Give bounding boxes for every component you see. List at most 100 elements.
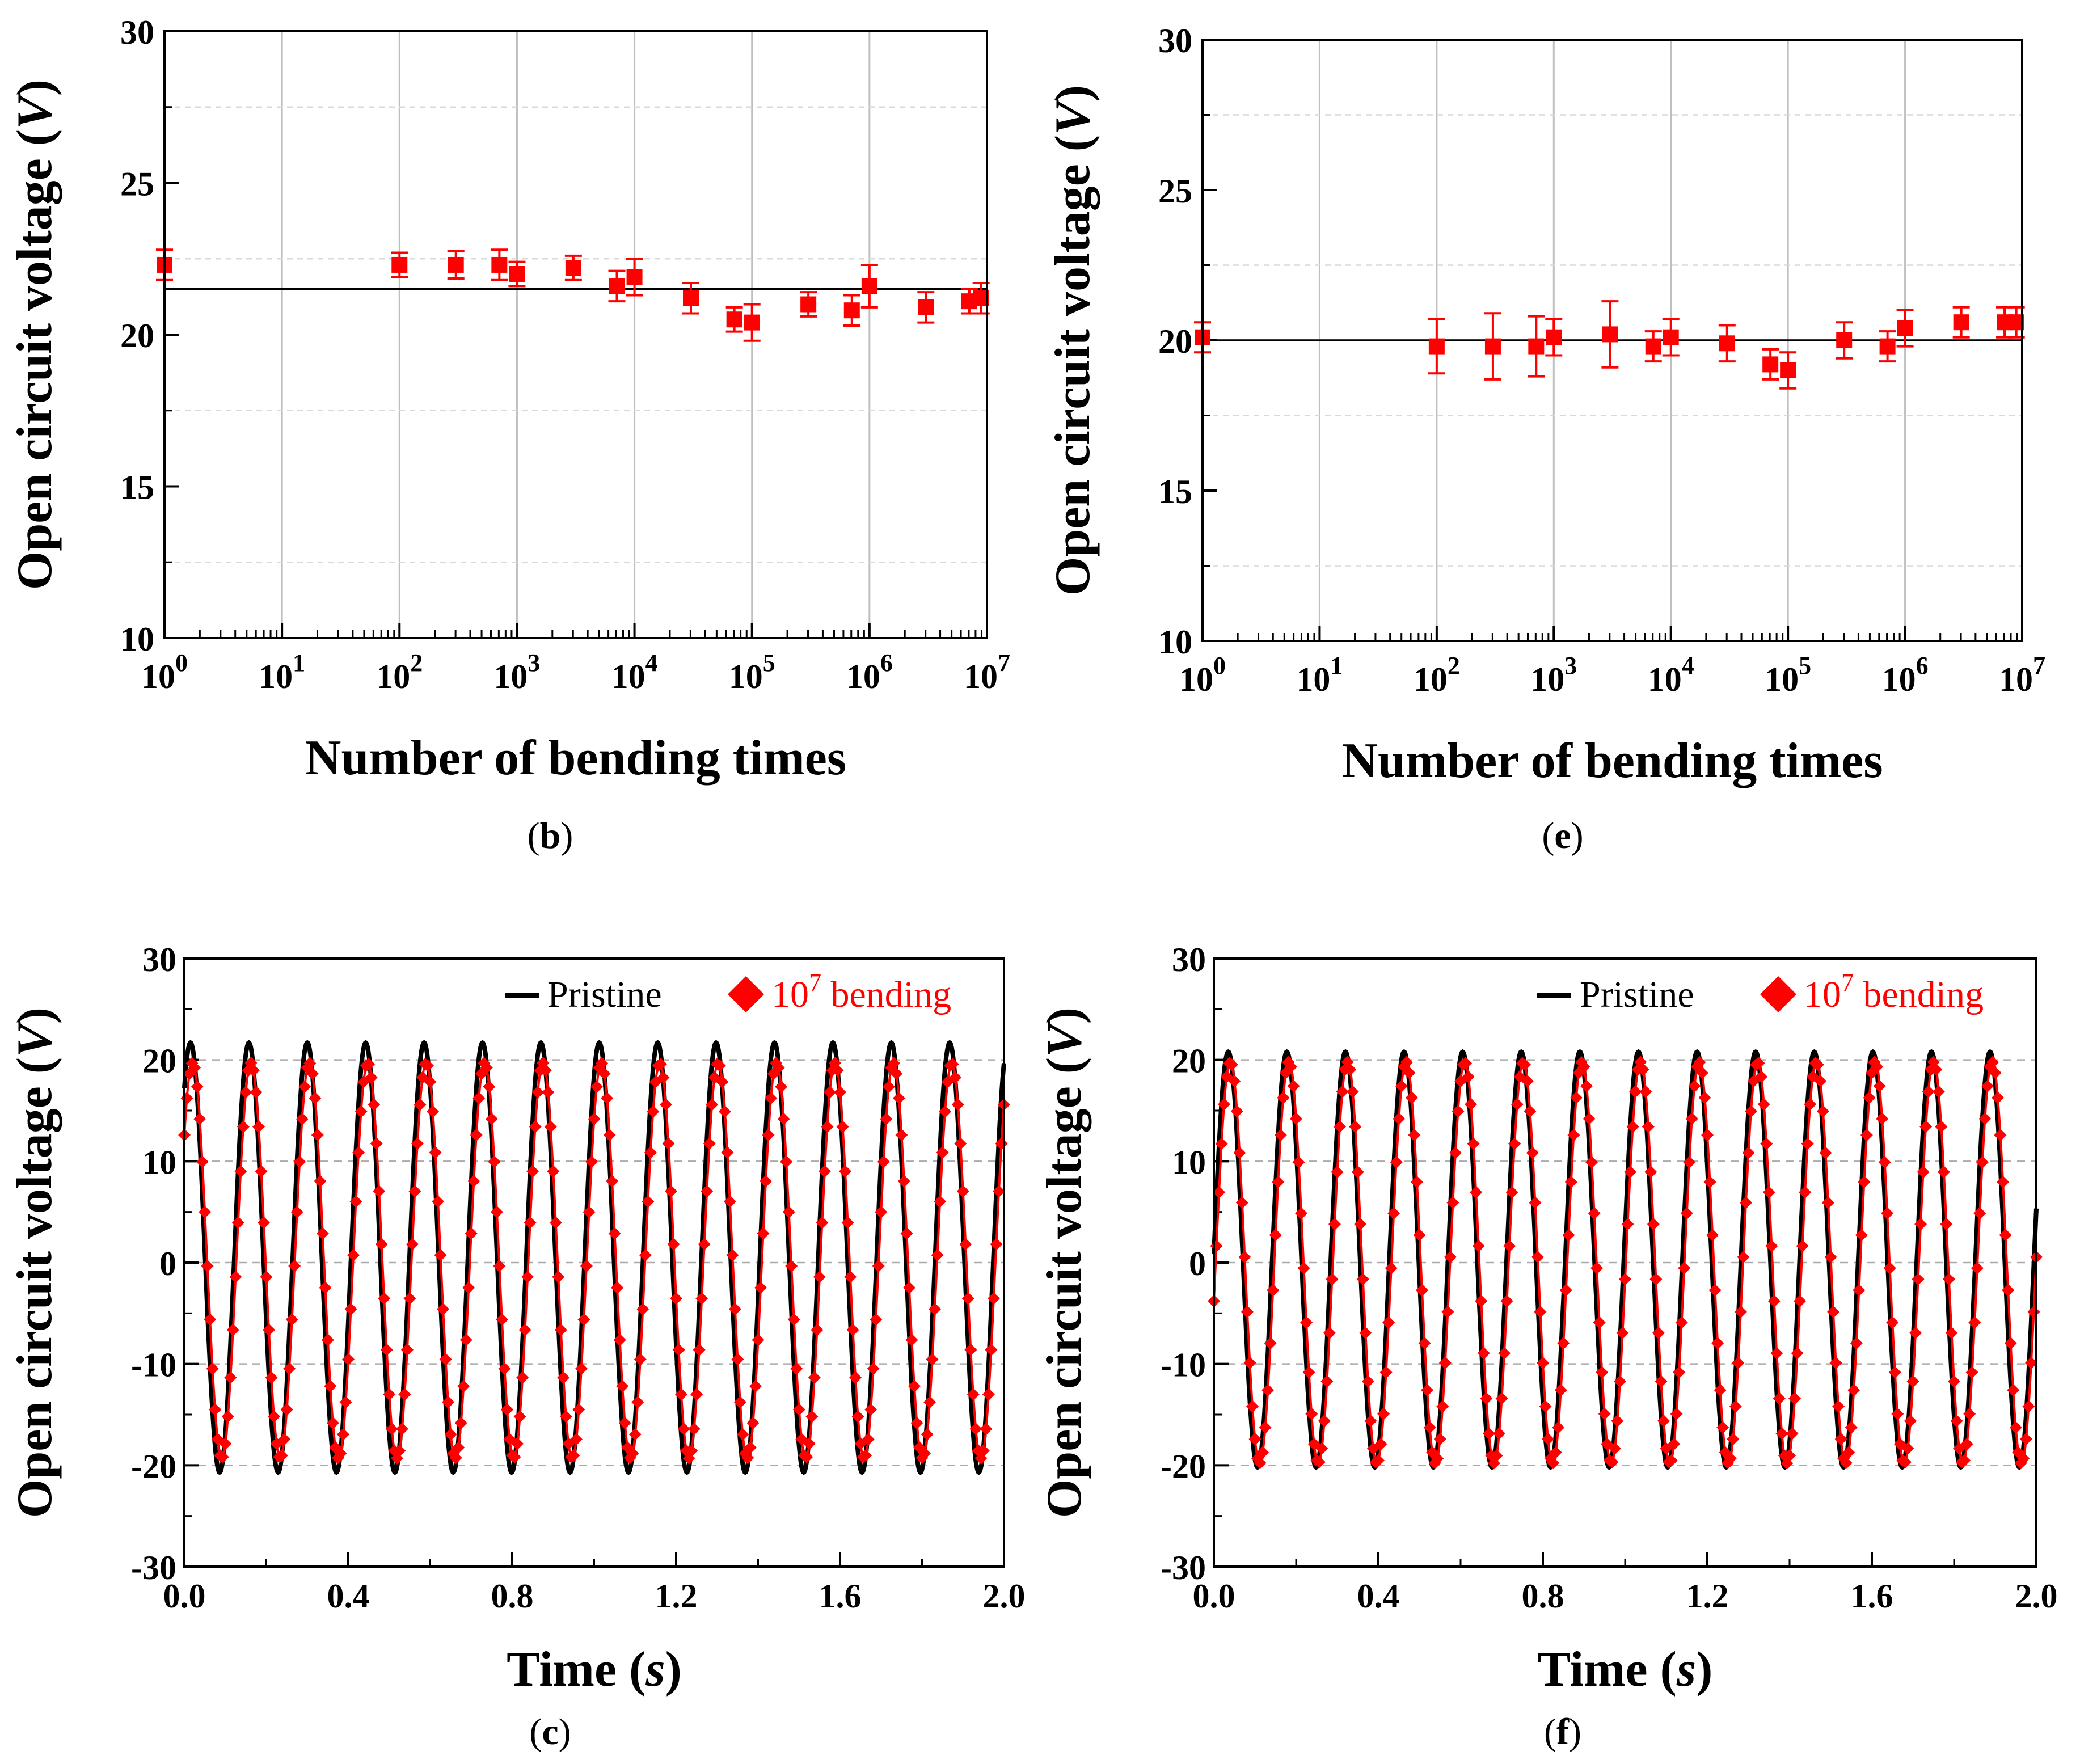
bending-marker xyxy=(234,1165,247,1178)
bending-marker xyxy=(1901,1442,1914,1455)
bending-marker xyxy=(1531,1251,1544,1264)
bending-marker xyxy=(897,1175,910,1188)
bending-marker xyxy=(1701,1129,1714,1142)
bending-marker xyxy=(1387,1207,1400,1220)
bending-marker xyxy=(260,1271,273,1284)
bending-marker xyxy=(385,1423,398,1436)
bending-marker xyxy=(1524,1105,1537,1118)
bending-marker xyxy=(1580,1079,1593,1092)
y-tick-label: 10 xyxy=(1158,623,1192,661)
x-tick-label: 0.8 xyxy=(491,1577,534,1615)
point-marker xyxy=(448,256,464,273)
bending-marker xyxy=(1788,1392,1801,1405)
legend-bending-swatch xyxy=(1760,976,1796,1012)
bending-marker xyxy=(1734,1305,1747,1318)
bending-marker xyxy=(495,1313,508,1326)
bending-marker xyxy=(531,1086,545,1099)
bending-marker xyxy=(577,1313,590,1326)
bending-marker xyxy=(472,1092,486,1105)
panel-caption: (c) xyxy=(529,1711,571,1753)
bending-marker xyxy=(685,1444,698,1457)
bending-marker xyxy=(2022,1400,2035,1413)
bending-marker xyxy=(427,1105,440,1118)
bending-marker xyxy=(1703,1175,1716,1188)
bending-marker xyxy=(1752,1057,1765,1070)
bending-marker xyxy=(370,1137,383,1150)
y-tick-label: 30 xyxy=(142,941,176,978)
y-axis-label: Open circuit voltage (V) xyxy=(1045,85,1100,596)
bending-marker xyxy=(1824,1251,1837,1264)
bending-marker xyxy=(575,1362,588,1375)
data-point xyxy=(860,263,878,309)
bending-marker xyxy=(757,1227,770,1240)
bending-marker xyxy=(1452,1105,1465,1118)
bending-marker xyxy=(1318,1415,1331,1428)
bending-marker xyxy=(1762,1185,1775,1198)
legend-bending-swatch xyxy=(728,976,764,1012)
bending-marker xyxy=(1218,1098,1231,1111)
x-tick-label: 1.2 xyxy=(1686,1577,1729,1615)
x-tick-label: 103 xyxy=(493,649,540,695)
y-tick-label: -20 xyxy=(131,1448,176,1485)
bending-marker xyxy=(647,1105,660,1118)
bending-marker xyxy=(429,1146,442,1159)
bending-marker xyxy=(493,1260,506,1273)
bending-marker xyxy=(1246,1400,1259,1413)
bending-marker xyxy=(1963,1407,1976,1420)
bending-marker xyxy=(1675,1316,1688,1329)
bending-marker xyxy=(1673,1366,1686,1379)
data-point xyxy=(800,291,817,318)
bending-marker xyxy=(1562,1229,1575,1242)
bending-marker xyxy=(288,1260,301,1273)
bending-marker xyxy=(1274,1129,1287,1142)
bending-marker xyxy=(1629,1085,1642,1098)
bending-marker xyxy=(1356,1273,1369,1286)
data-point xyxy=(608,269,626,303)
bending-marker xyxy=(529,1120,542,1133)
bending-marker xyxy=(1845,1421,1858,1434)
bending-marker xyxy=(1213,1185,1226,1198)
legend-pristine-label: Pristine xyxy=(1580,974,1694,1015)
bending-marker xyxy=(1783,1449,1796,1462)
bending-marker xyxy=(846,1323,859,1336)
bending-marker xyxy=(636,1302,649,1315)
bending-marker xyxy=(2019,1433,2032,1446)
bending-marker xyxy=(362,1058,376,1071)
bending-marker xyxy=(1264,1337,1277,1350)
bending-marker xyxy=(1922,1085,1935,1098)
bending-marker xyxy=(659,1098,672,1111)
point-marker xyxy=(1719,335,1735,352)
point-marker xyxy=(491,256,508,273)
point-marker xyxy=(1602,326,1618,343)
bending-marker xyxy=(285,1313,298,1326)
bending-marker xyxy=(1891,1407,1904,1420)
bending-marker xyxy=(1945,1327,1958,1340)
bending-marker xyxy=(867,1362,880,1375)
y-axis-label: Open circuit voltage (V) xyxy=(7,79,62,590)
point-marker xyxy=(565,260,581,276)
bending-marker xyxy=(723,1195,736,1208)
bending-marker xyxy=(631,1396,644,1409)
bending-marker xyxy=(1564,1175,1577,1188)
bending-marker xyxy=(1611,1415,1624,1428)
bending-marker xyxy=(1855,1229,1868,1242)
bending-marker xyxy=(347,1248,360,1261)
x-axis-label: Number of bending times xyxy=(305,731,846,786)
bending-marker xyxy=(226,1323,239,1336)
bending-marker xyxy=(500,1403,513,1416)
bending-marker xyxy=(1909,1327,1922,1340)
bending-marker xyxy=(1794,1294,1807,1307)
bending-marker xyxy=(1917,1166,1930,1179)
bending-marker xyxy=(1526,1146,1539,1159)
bending-marker xyxy=(344,1302,357,1315)
bending-marker xyxy=(1364,1415,1377,1428)
bending-marker xyxy=(1732,1356,1745,1369)
bending-marker xyxy=(706,1098,719,1111)
bending-marker xyxy=(1259,1421,1272,1434)
bending-marker xyxy=(969,1423,982,1436)
bending-marker xyxy=(406,1238,419,1251)
x-tick-label: 0.0 xyxy=(163,1577,206,1615)
data-point xyxy=(725,306,743,333)
bending-marker xyxy=(1326,1273,1339,1286)
bending-marker xyxy=(677,1423,690,1436)
